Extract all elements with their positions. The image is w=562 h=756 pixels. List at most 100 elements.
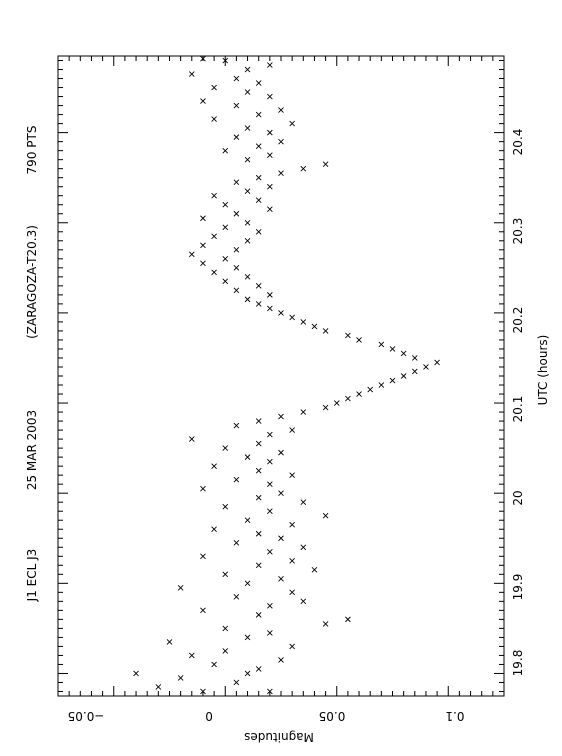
data-point [411, 368, 418, 375]
data-point [233, 422, 240, 429]
data-point [278, 107, 284, 113]
data-point [267, 305, 273, 312]
data-point [267, 630, 273, 636]
data-point [356, 391, 362, 397]
data-point [278, 490, 284, 497]
data-point [244, 237, 251, 244]
data-point [367, 386, 374, 393]
data-point [233, 679, 240, 686]
data-point [289, 472, 295, 478]
title-part-4: 790 PTS [25, 126, 39, 175]
data-point [188, 251, 195, 258]
data-point [233, 265, 240, 271]
data-point [200, 55, 206, 62]
x-tick-label: 20.4 [511, 129, 525, 156]
data-point [389, 346, 396, 352]
data-point [255, 283, 262, 289]
data-point [289, 643, 295, 650]
data-point [222, 201, 229, 208]
data-point [267, 206, 273, 213]
data-point [289, 557, 295, 564]
data-point [423, 364, 429, 370]
data-point [233, 102, 240, 109]
data-point [345, 616, 351, 623]
data-point [267, 481, 273, 487]
data-point [177, 585, 184, 591]
data-point [267, 458, 273, 465]
title-part-3: (ZARAGOZA-T20.3) [25, 225, 39, 339]
data-point [311, 566, 318, 573]
data-point [278, 413, 284, 420]
data-point [267, 508, 273, 515]
data-point [200, 553, 206, 560]
data-point [200, 485, 206, 492]
data-point [267, 183, 273, 190]
x-tick-label: 20 [511, 490, 525, 505]
data-point [255, 80, 262, 86]
data-point [255, 418, 262, 424]
data-point [211, 116, 217, 122]
x-tick-label: 20.3 [511, 218, 525, 245]
data-point [378, 382, 385, 388]
data-point [244, 296, 251, 303]
data-point [233, 246, 240, 253]
data-point [289, 120, 295, 127]
data-point [255, 174, 262, 181]
data-point [267, 548, 273, 555]
data-point [267, 129, 273, 136]
data-point [255, 494, 262, 501]
data-point [255, 197, 262, 204]
y-tick-label: −0.05 [68, 709, 105, 723]
data-point [244, 125, 251, 131]
data-point [267, 431, 273, 438]
data-point [244, 188, 251, 195]
data-point [155, 684, 162, 690]
data-point [244, 219, 251, 226]
data-point [267, 688, 273, 695]
data-point [267, 152, 273, 158]
y-axis-label: Magnitudes [244, 730, 314, 744]
data-point [255, 467, 262, 474]
data-point [200, 215, 206, 222]
x-tick-label: 19.8 [511, 650, 525, 677]
data-point [233, 75, 240, 82]
data-point [289, 427, 295, 433]
data-point [233, 476, 240, 483]
data-point [244, 670, 251, 677]
data-point [211, 233, 217, 240]
data-point [300, 165, 307, 172]
data-point [233, 539, 240, 546]
data-point [211, 526, 217, 533]
data-point [322, 621, 329, 627]
data-point [411, 355, 418, 361]
data-point [311, 323, 318, 330]
data-point [133, 670, 139, 677]
data-point [222, 255, 229, 262]
y-tick-label: 0 [205, 709, 213, 723]
data-point [222, 278, 229, 285]
data-point [255, 143, 262, 149]
data-point [400, 373, 407, 379]
data-point [255, 530, 262, 537]
data-point [222, 445, 229, 451]
data-point [356, 337, 362, 343]
data-point [233, 210, 240, 217]
data-point [211, 269, 217, 276]
data-point [244, 580, 251, 587]
data-point [300, 409, 307, 415]
data-point [211, 661, 217, 668]
data-point [345, 395, 351, 402]
data-point [244, 89, 251, 95]
data-point [255, 440, 262, 447]
data-point [278, 138, 284, 145]
data-point [177, 675, 184, 681]
data-point [244, 156, 251, 163]
data-point [255, 301, 262, 307]
data-point [211, 463, 217, 469]
data-point [222, 147, 229, 154]
data-point [244, 634, 251, 641]
data-point [200, 260, 206, 267]
data-point [278, 449, 284, 456]
data-point [233, 179, 240, 186]
